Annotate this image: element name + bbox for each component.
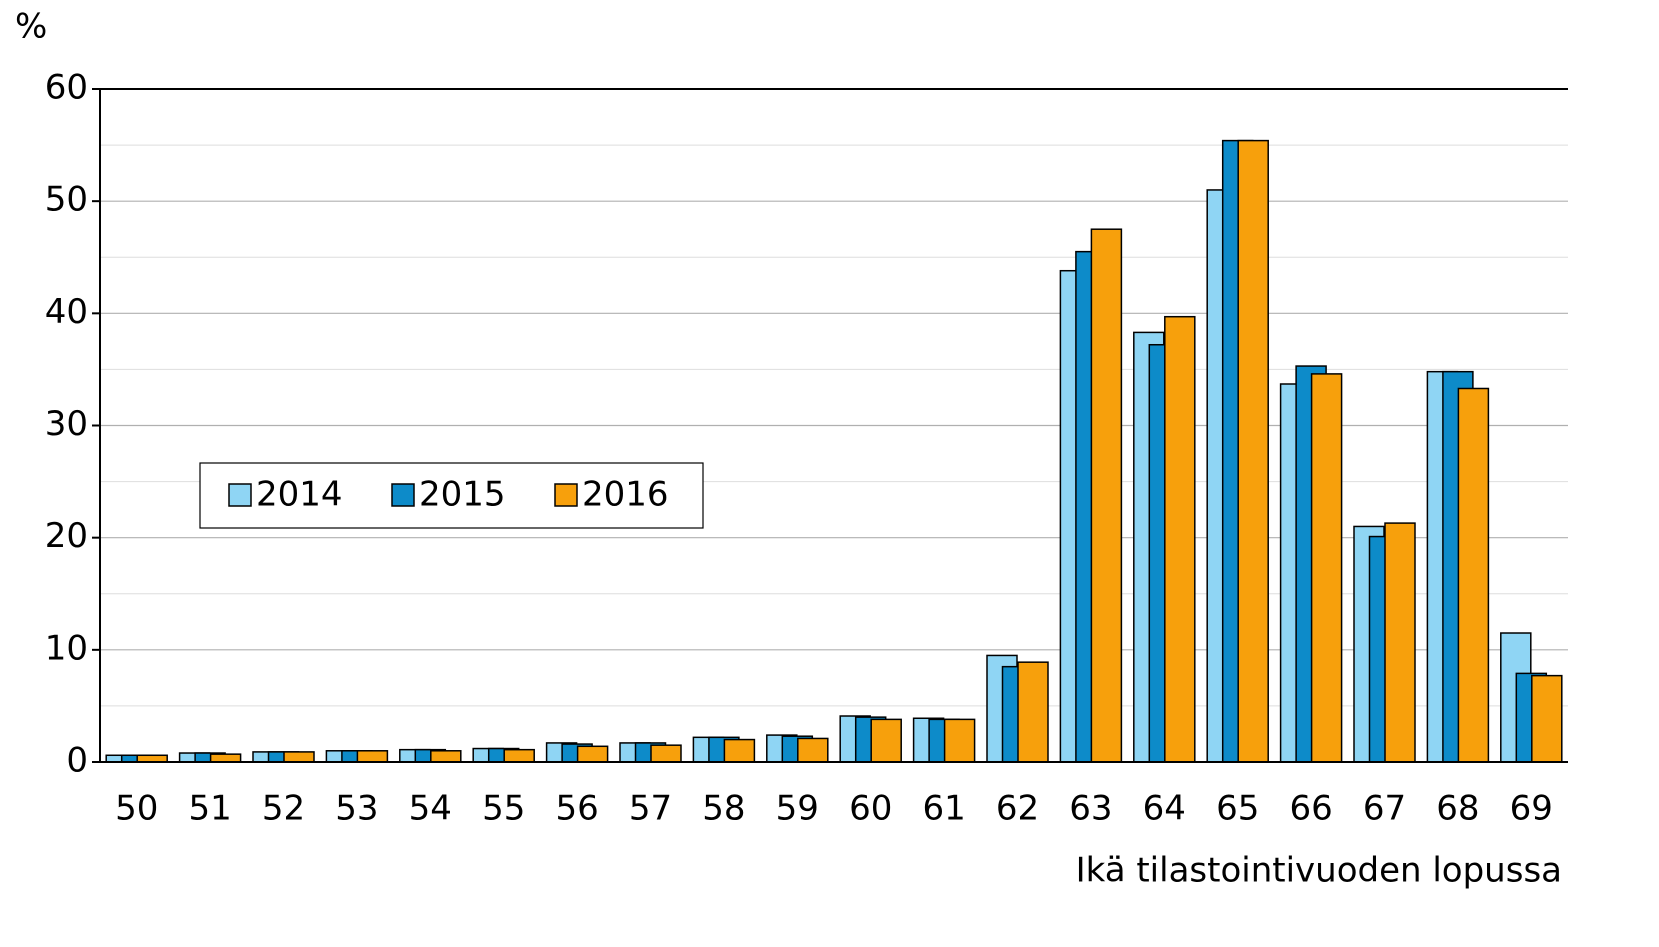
y-tick-label: 40 <box>45 292 88 332</box>
bar <box>943 718 976 763</box>
bar <box>1164 315 1196 763</box>
legend-box <box>199 462 704 529</box>
x-tick-label: 65 <box>1216 789 1259 829</box>
bar <box>209 753 242 763</box>
bar <box>356 750 389 763</box>
x-tick-label: 59 <box>776 789 819 829</box>
y-tick-label: 50 <box>45 180 88 220</box>
bar <box>723 738 756 763</box>
x-tick-label: 69 <box>1510 789 1553 829</box>
bar <box>1237 139 1269 763</box>
legend-swatch <box>228 483 252 507</box>
legend-label: 2014 <box>256 475 343 515</box>
x-tick-label: 68 <box>1436 789 1479 829</box>
y-axis-label: % <box>15 7 47 47</box>
y-tick-label: 20 <box>45 516 88 556</box>
legend-label: 2016 <box>582 475 669 515</box>
bar <box>1531 674 1563 763</box>
x-tick-label: 63 <box>1069 789 1112 829</box>
bar <box>1457 387 1490 763</box>
x-tick-label: 61 <box>922 789 965 829</box>
x-tick-label: 50 <box>115 789 158 829</box>
y-tick-label: 30 <box>45 404 88 444</box>
bar <box>1017 661 1049 763</box>
bar <box>430 750 462 763</box>
bar <box>283 751 315 763</box>
x-tick-label: 67 <box>1363 789 1406 829</box>
bar <box>650 744 682 763</box>
bar <box>1090 228 1123 763</box>
y-tick-label: 0 <box>66 741 88 781</box>
x-axis-label: Ikä tilastointivuoden lopussa <box>1076 851 1562 891</box>
legend: 2014 2015 2016 <box>199 462 704 529</box>
x-tick-label: 52 <box>262 789 305 829</box>
x-tick-label: 60 <box>849 789 892 829</box>
bar <box>136 754 168 763</box>
x-tick-label: 54 <box>409 789 452 829</box>
x-tick-label: 66 <box>1289 789 1332 829</box>
x-tick-label: 64 <box>1143 789 1186 829</box>
legend-label: 2015 <box>419 475 506 515</box>
x-tick-label: 53 <box>335 789 378 829</box>
legend-swatch <box>554 483 578 507</box>
bar <box>1384 522 1416 763</box>
x-tick-label: 58 <box>702 789 745 829</box>
x-tick-label: 57 <box>629 789 672 829</box>
y-tick-label: 10 <box>45 628 88 668</box>
bar <box>797 737 829 763</box>
bar <box>870 718 902 763</box>
y-tick-label: 60 <box>45 68 88 108</box>
bar <box>503 748 535 763</box>
bar <box>576 745 609 763</box>
x-tick-label: 56 <box>555 789 598 829</box>
x-tick-label: 62 <box>996 789 1039 829</box>
x-tick-label: 55 <box>482 789 525 829</box>
legend-swatch <box>391 483 415 507</box>
x-tick-label: 51 <box>188 789 231 829</box>
bar <box>1310 373 1343 763</box>
